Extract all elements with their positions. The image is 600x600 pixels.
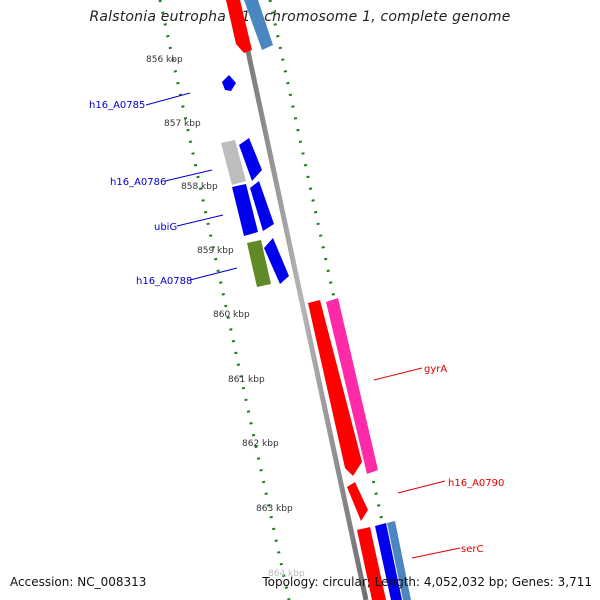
gene-label-h16-a0790[interactable]: h16_A0790 xyxy=(448,478,504,489)
gene-label-gyra[interactable]: gyrA xyxy=(424,364,447,375)
gene-feature-h16-a0786-blue[interactable] xyxy=(239,138,262,181)
accession-text: Accession: NC_008313 xyxy=(10,575,147,589)
gene-feature-group xyxy=(221,0,289,287)
gene-feature-group-right xyxy=(308,298,411,600)
leader-serc xyxy=(411,547,461,559)
leader-gyra xyxy=(373,367,423,381)
gene-label-h16-a0785[interactable]: h16_A0785 xyxy=(89,100,145,111)
gene-feature-red-top[interactable] xyxy=(226,0,252,53)
gene-feature-h16-a0790[interactable] xyxy=(347,482,368,521)
gene-feature-ubig-left[interactable] xyxy=(232,184,258,236)
leader-h16-a0786 xyxy=(164,169,213,182)
gene-labels: h16_A0785 h16_A0786 ubiG h16_A0788 gyrA … xyxy=(89,100,504,555)
scale-label: 862 kbp xyxy=(242,439,279,449)
gene-label-h16-a0788[interactable]: h16_A0788 xyxy=(136,276,192,287)
genome-backbone xyxy=(234,0,369,600)
scale-label: 863 kbp xyxy=(256,504,293,514)
gene-label-serc[interactable]: serC xyxy=(461,544,483,555)
leader-h16-a0785 xyxy=(145,92,191,106)
gene-feature-gyra-red[interactable] xyxy=(308,300,362,476)
leader-h16-a0788 xyxy=(189,267,238,281)
scale-label: 859 kbp xyxy=(197,246,234,256)
gene-feature-h16-a0788-blue[interactable] xyxy=(264,238,289,284)
gene-feature-h16-a0788-olive[interactable] xyxy=(247,240,271,287)
gene-feature-steelblue-top[interactable] xyxy=(244,0,273,50)
gene-feature-h16-a0786-gray[interactable] xyxy=(221,140,246,185)
gene-feature-ubig-right[interactable] xyxy=(250,181,274,231)
gene-feature-serc-red[interactable] xyxy=(357,527,386,600)
gene-label-h16-a0786[interactable]: h16_A0786 xyxy=(110,177,166,188)
scale-label: 861 kbp xyxy=(228,375,265,385)
scale-labels: 856 kbp 857 kbp 858 kbp 859 kbp 860 kbp … xyxy=(146,55,305,579)
gene-feature-bottom-blue[interactable] xyxy=(375,523,402,600)
scale-label: 856 kbp xyxy=(146,55,183,65)
gene-feature-bottom-steelblue[interactable] xyxy=(387,521,411,600)
gene-label-leaders xyxy=(145,92,461,559)
scale-label: 864 kbp xyxy=(268,569,305,579)
genome-title: Ralstonia eutropha H16 chromosome 1, com… xyxy=(89,9,511,25)
gene-label-ubig[interactable]: ubiG xyxy=(154,222,177,233)
gene-feature-gyra-pink[interactable] xyxy=(326,298,378,474)
scale-label: 860 kbp xyxy=(213,310,250,320)
leader-ubig xyxy=(176,214,224,227)
scale-label: 857 kbp xyxy=(164,119,201,129)
gene-feature-h16-a0785[interactable] xyxy=(222,75,236,91)
scale-label: 858 kbp xyxy=(181,182,218,192)
genome-summary-text: Topology: circular; Length: 4,052,032 bp… xyxy=(262,575,592,589)
leader-h16-a0790 xyxy=(397,480,446,494)
